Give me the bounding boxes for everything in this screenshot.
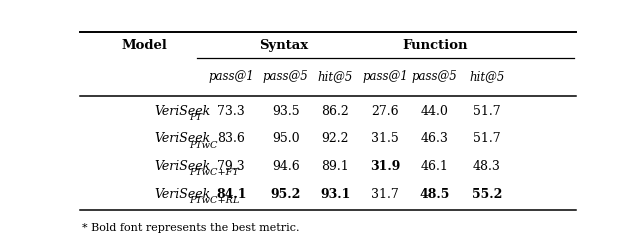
Text: 55.2: 55.2 [472, 188, 502, 201]
Text: 95.0: 95.0 [272, 132, 300, 145]
Text: * Bold font represents the best metric.: * Bold font represents the best metric. [83, 223, 300, 233]
Text: 94.6: 94.6 [272, 160, 300, 173]
Text: Model: Model [122, 39, 168, 52]
Text: 93.5: 93.5 [272, 105, 300, 118]
Text: hit@5: hit@5 [469, 70, 504, 83]
Text: Syntax: Syntax [259, 39, 308, 52]
Text: pass@1: pass@1 [362, 70, 408, 83]
Text: 86.2: 86.2 [321, 105, 349, 118]
Text: PTwC+RL: PTwC+RL [189, 196, 239, 205]
Text: 31.9: 31.9 [370, 160, 400, 173]
Text: 44.0: 44.0 [420, 105, 449, 118]
Text: 83.6: 83.6 [218, 132, 245, 145]
Text: 92.2: 92.2 [322, 132, 349, 145]
Text: pass@5: pass@5 [412, 70, 458, 83]
Text: 95.2: 95.2 [271, 188, 301, 201]
Text: pass@1: pass@1 [209, 70, 254, 83]
Text: pass@5: pass@5 [263, 70, 308, 83]
Text: hit@5: hit@5 [317, 70, 353, 83]
Text: 89.1: 89.1 [321, 160, 349, 173]
Text: VeriSeek: VeriSeek [154, 132, 211, 145]
Text: VeriSeek: VeriSeek [154, 105, 211, 118]
Text: 79.3: 79.3 [218, 160, 245, 173]
Text: VeriSeek: VeriSeek [154, 160, 211, 173]
Text: 93.1: 93.1 [320, 188, 351, 201]
Text: PTwC+FT: PTwC+FT [189, 168, 239, 177]
Text: 51.7: 51.7 [473, 105, 500, 118]
Text: 27.6: 27.6 [371, 105, 399, 118]
Text: 48.3: 48.3 [473, 160, 500, 173]
Text: 46.1: 46.1 [420, 160, 449, 173]
Text: Function: Function [402, 39, 467, 52]
Text: 31.5: 31.5 [371, 132, 399, 145]
Text: VeriSeek: VeriSeek [154, 188, 211, 201]
Text: 51.7: 51.7 [473, 132, 500, 145]
Text: 31.7: 31.7 [371, 188, 399, 201]
Text: 48.5: 48.5 [419, 188, 450, 201]
Text: PT: PT [189, 113, 202, 122]
Text: 46.3: 46.3 [420, 132, 449, 145]
Text: 84.1: 84.1 [216, 188, 246, 201]
Text: 73.3: 73.3 [218, 105, 245, 118]
Text: PTwC: PTwC [189, 141, 218, 150]
